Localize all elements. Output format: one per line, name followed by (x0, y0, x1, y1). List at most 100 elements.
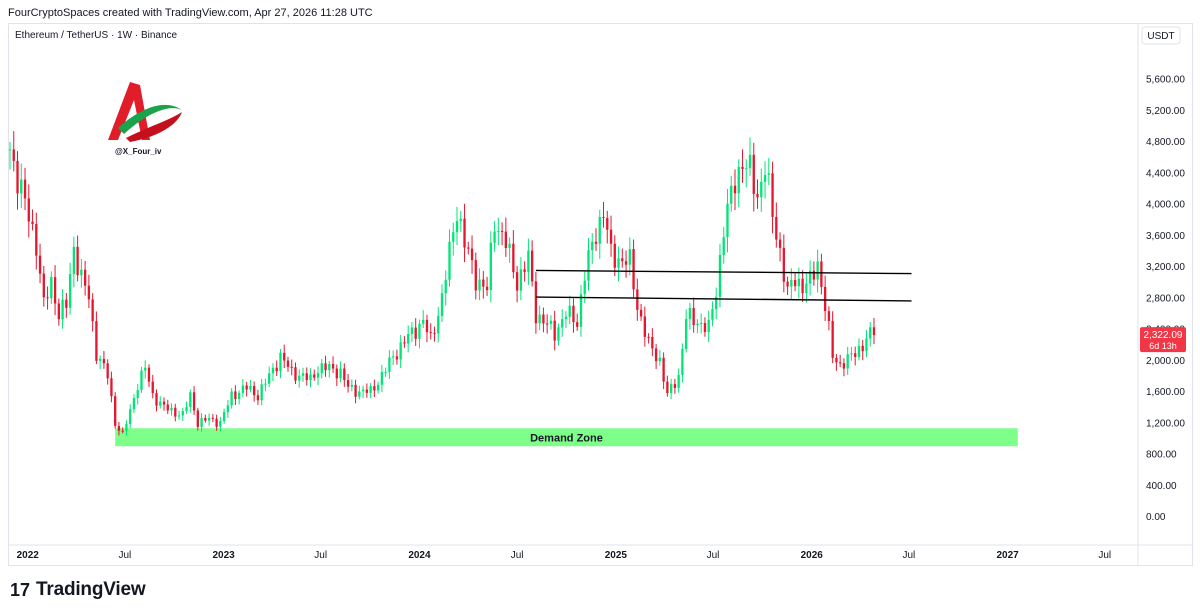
candle (624, 250, 628, 278)
candle-body (846, 354, 849, 369)
candle-body (715, 296, 718, 310)
candle (470, 235, 474, 274)
candle (181, 407, 184, 422)
candle-body (174, 407, 177, 417)
x-tick-label: Jul (118, 550, 131, 561)
current-price-value: 2,322.09 (1144, 330, 1183, 341)
candle (328, 360, 331, 378)
currency-label-box[interactable] (1141, 26, 1181, 45)
candle (621, 248, 624, 268)
candle (808, 260, 812, 296)
candle-body (538, 314, 541, 324)
candle (737, 159, 740, 208)
candle-body (110, 378, 113, 397)
candle-body (407, 334, 410, 344)
candle (508, 237, 511, 263)
candle-body (256, 395, 260, 401)
candle-body (388, 357, 391, 372)
candle (286, 356, 290, 372)
candle-body (718, 255, 722, 297)
candle-body (170, 407, 173, 411)
candle-body (493, 231, 496, 243)
y-tick-label: 3,600.00 (1146, 231, 1185, 242)
candle (681, 343, 684, 383)
x-tick-label: 2023 (212, 550, 235, 561)
candle-body (328, 364, 331, 371)
candle (144, 360, 147, 379)
candle-body (643, 316, 646, 337)
candle-body (354, 384, 357, 397)
chart-frame (8, 23, 1193, 566)
trendline[interactable] (535, 269, 912, 275)
candle (512, 230, 515, 279)
candle (613, 235, 616, 277)
candle (444, 270, 447, 306)
x-tick-label: 2024 (408, 550, 431, 561)
candle (842, 358, 846, 377)
candle-body (425, 319, 429, 333)
candle-body (444, 279, 447, 294)
candle-body (159, 401, 162, 406)
candle (463, 203, 466, 263)
candle (538, 305, 541, 331)
candle-body (294, 367, 297, 381)
candle (433, 326, 436, 342)
trendline[interactable] (535, 296, 912, 302)
candle (576, 313, 579, 331)
candle (771, 161, 774, 234)
candle (617, 246, 620, 282)
candle (121, 427, 124, 434)
candle-body (512, 243, 515, 273)
candle-body (106, 363, 109, 379)
candle (388, 350, 391, 379)
candle-body (805, 283, 808, 294)
candle (53, 265, 57, 316)
candle (711, 301, 714, 327)
candle (354, 379, 357, 404)
candle (170, 403, 173, 416)
candle-body (835, 357, 838, 363)
candle-body (373, 386, 376, 391)
tradingview-footer[interactable]: 17 TradingView (10, 579, 146, 601)
candle (410, 322, 414, 342)
candle (602, 201, 605, 228)
candle-body (778, 239, 782, 248)
x-tick-label: Jul (707, 550, 720, 561)
candle-body (696, 323, 699, 326)
candle (38, 243, 42, 284)
candle (102, 351, 106, 369)
candle (429, 323, 432, 340)
y-tick-label: 5,600.00 (1146, 75, 1185, 86)
candle-body (268, 373, 271, 384)
chart-attribution: FourCryptoSpaces created with TradingVie… (8, 7, 373, 19)
candle (726, 189, 729, 253)
candle-body (523, 269, 526, 272)
symbol-legend[interactable]: Ethereum / TetherUS · 1W · Binance (15, 30, 178, 41)
candle (222, 408, 226, 424)
demand-zone-layer: Demand Zone (115, 428, 1018, 447)
candle (200, 413, 203, 432)
candle-body (519, 269, 523, 291)
candle (733, 169, 737, 211)
candle-body (662, 357, 665, 382)
candle (872, 317, 876, 345)
candle (489, 231, 492, 303)
candle-body (211, 417, 215, 419)
demand-zone[interactable] (115, 428, 1018, 447)
candle (12, 131, 15, 172)
candle (136, 383, 139, 405)
candle-body (711, 309, 714, 320)
candle-body (752, 154, 755, 194)
candle (861, 339, 864, 361)
candle-body (609, 229, 613, 244)
candle (587, 237, 590, 291)
candle (684, 309, 688, 353)
candle-body (230, 391, 233, 406)
candle-body (568, 305, 571, 317)
logo-red-stroke (108, 82, 150, 140)
candle-body (350, 384, 353, 387)
candle (718, 243, 722, 308)
candle-body (181, 411, 184, 416)
candle-body (279, 352, 282, 372)
